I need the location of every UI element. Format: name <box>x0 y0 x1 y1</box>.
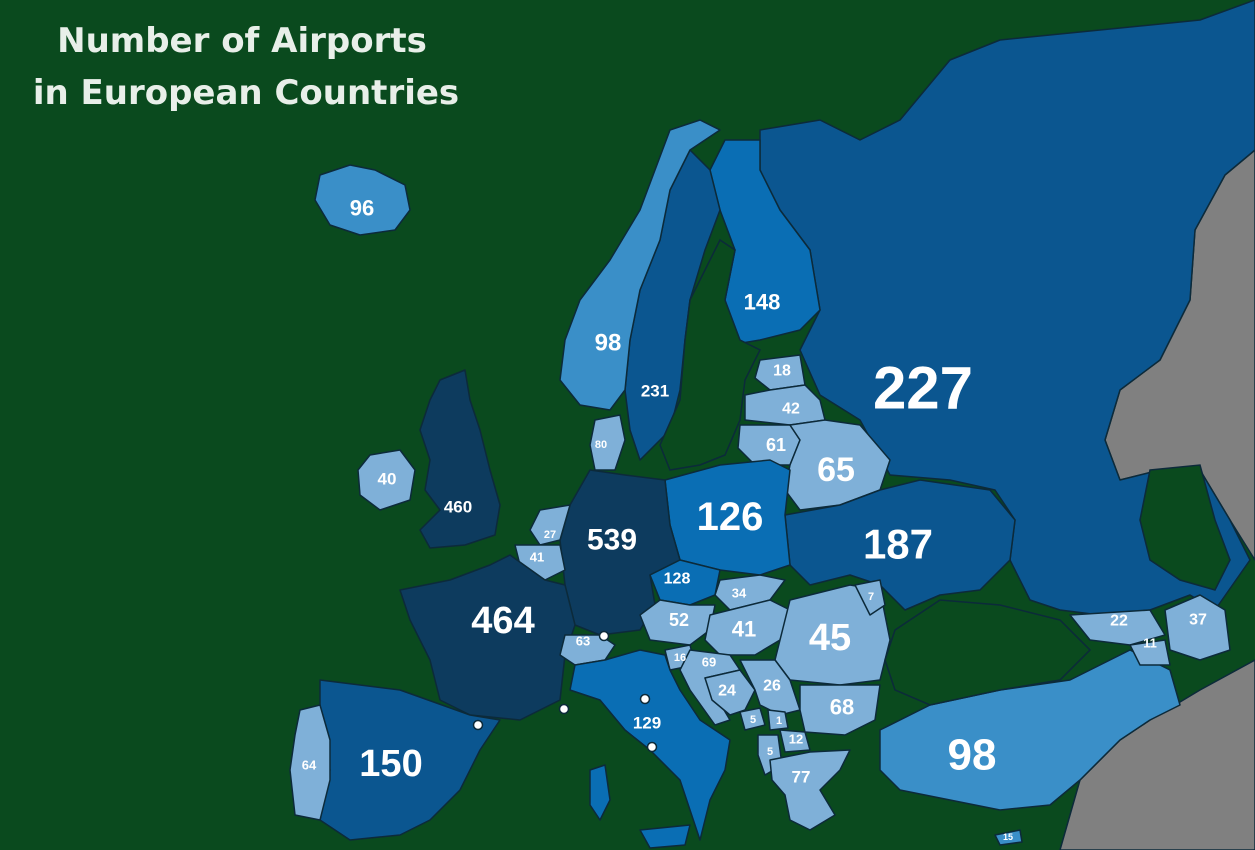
city-marker-rome <box>646 741 658 753</box>
label-greece: 77 <box>792 768 811 787</box>
label-austria: 52 <box>669 610 689 630</box>
label-kosovo: 1 <box>776 715 782 727</box>
label-azerbaijan: 37 <box>1189 612 1207 629</box>
label-poland: 126 <box>697 495 764 539</box>
label-iceland: 96 <box>350 196 374 221</box>
label-albania: 5 <box>767 746 773 758</box>
city-marker-lausanne <box>598 630 610 642</box>
label-ireland: 40 <box>378 470 397 489</box>
label-france: 464 <box>471 600 534 642</box>
label-belgium: 41 <box>530 550 544 565</box>
label-switzerland: 63 <box>576 634 590 649</box>
label-armenia: 11 <box>1143 636 1157 651</box>
country-montenegro <box>739 707 766 731</box>
label-lithuania: 61 <box>766 435 786 455</box>
label-germany: 539 <box>587 524 637 557</box>
label-hungary: 41 <box>732 617 756 642</box>
caspian-sea <box>1139 464 1231 591</box>
country-italy-sardinia <box>589 764 611 821</box>
label-czechia: 128 <box>664 571 691 588</box>
country-iceland <box>314 164 411 236</box>
label-cyprus: 15 <box>1003 832 1013 842</box>
label-croatia: 69 <box>702 655 716 670</box>
label-montenegro: 5 <box>750 714 756 726</box>
label-ukraine: 187 <box>863 521 933 568</box>
label-belarus: 65 <box>817 451 855 489</box>
country-norway <box>559 119 721 411</box>
country-bulgaria <box>799 684 881 736</box>
country-portugal <box>289 704 331 821</box>
city-marker-toulouse <box>472 719 484 731</box>
country-denmark <box>589 414 626 471</box>
label-north-macedonia: 12 <box>789 732 803 747</box>
label-netherlands: 27 <box>544 529 556 541</box>
country-ireland <box>357 449 416 511</box>
country-serbia <box>739 659 801 716</box>
label-denmark: 80 <box>595 439 607 451</box>
label-romania: 45 <box>809 617 851 659</box>
city-marker-florence <box>639 693 651 705</box>
label-sweden: 231 <box>641 382 669 401</box>
country-armenia <box>1129 639 1171 666</box>
label-moldova: 7 <box>868 591 874 603</box>
country-georgia <box>1069 609 1166 646</box>
label-russia: 227 <box>873 355 973 422</box>
label-finland: 148 <box>744 290 781 315</box>
label-estonia: 18 <box>773 363 791 380</box>
label-slovenia: 16 <box>674 652 686 664</box>
label-serbia: 26 <box>763 678 781 695</box>
baltic-sea <box>659 238 762 471</box>
country-moldova <box>854 579 886 616</box>
black-sea <box>884 599 1092 706</box>
label-norway: 98 <box>595 330 622 357</box>
country-latvia <box>744 384 826 426</box>
city-marker-nice <box>558 703 570 715</box>
country-italy-sicily <box>639 824 691 849</box>
label-slovakia: 34 <box>732 586 747 601</box>
label-turkey: 98 <box>948 731 997 780</box>
country-azerbaijan <box>1164 594 1231 661</box>
country-finland <box>709 139 821 346</box>
country-netherlands <box>529 504 571 546</box>
country-uk <box>419 369 501 549</box>
country-cyprus <box>994 829 1023 846</box>
country-greece <box>769 749 851 831</box>
label-spain: 150 <box>359 743 422 785</box>
country-turkey <box>879 649 1181 811</box>
label-italy: 129 <box>633 714 661 733</box>
label-bosnia: 24 <box>718 683 736 700</box>
label-bulgaria: 68 <box>830 695 854 720</box>
country-bosnia <box>704 669 756 716</box>
label-latvia: 42 <box>782 401 800 418</box>
map-title-line-1: Number of Airports <box>57 21 427 61</box>
label-portugal: 64 <box>302 758 317 773</box>
country-ukraine <box>784 479 1016 611</box>
map-title-line-2: in European Countries <box>33 73 459 113</box>
country-north-macedonia <box>779 729 811 753</box>
label-uk: 460 <box>444 498 472 517</box>
country-kosovo <box>767 709 789 731</box>
label-georgia: 22 <box>1110 613 1128 630</box>
